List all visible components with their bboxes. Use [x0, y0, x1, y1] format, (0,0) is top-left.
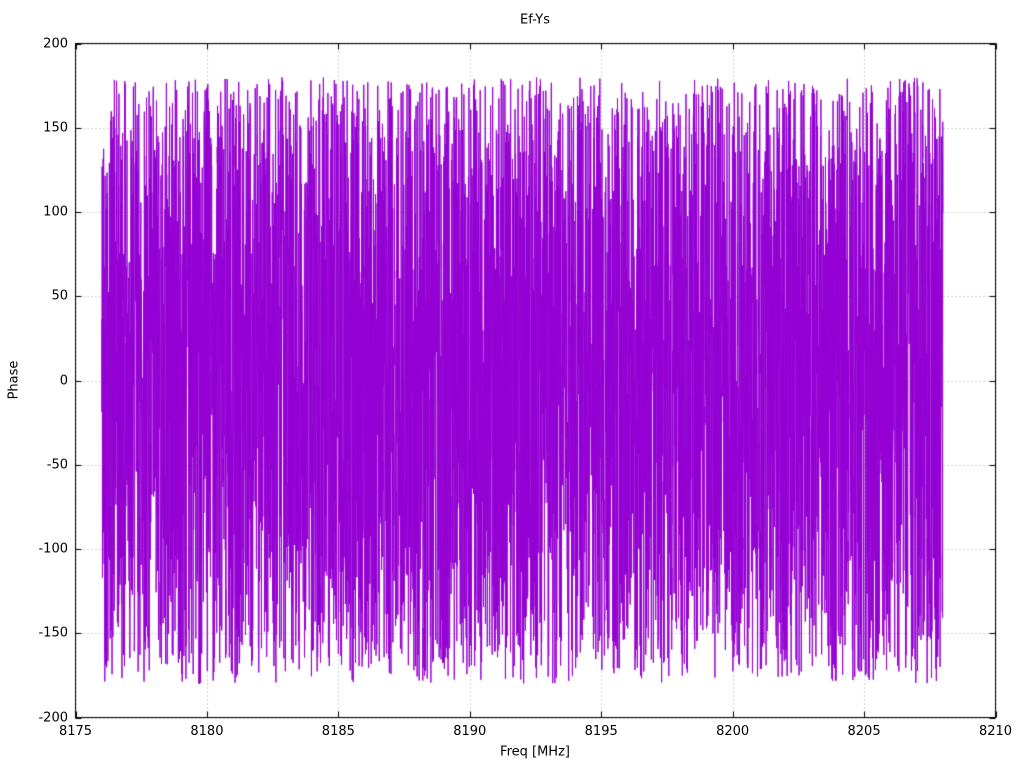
y-tick-label: -50	[46, 457, 68, 473]
y-tick-label: 50	[51, 288, 68, 304]
x-tick-label: 8200	[716, 724, 750, 739]
x-tick-label: 8190	[453, 724, 487, 739]
y-tick-label: -150	[38, 625, 68, 641]
x-tick-label: 8210	[978, 724, 1013, 739]
x-tick-label: 8205	[847, 724, 881, 739]
y-tick-label: 200	[43, 36, 68, 51]
x-axis-label: Freq [MHz]	[500, 744, 570, 760]
y-tick-label: -200	[38, 710, 68, 725]
y-tick-label: 150	[43, 120, 68, 136]
x-tick-label: 8180	[190, 724, 224, 739]
x-tick-label: 8185	[321, 724, 355, 739]
y-tick-label: -100	[38, 541, 68, 557]
x-tick-label: 8175	[58, 724, 93, 739]
y-tick-label: 0	[59, 373, 68, 388]
x-tick-label: 8195	[584, 724, 618, 739]
chart-title: Ef-Ys	[520, 12, 550, 28]
y-tick-label: 100	[43, 204, 68, 220]
